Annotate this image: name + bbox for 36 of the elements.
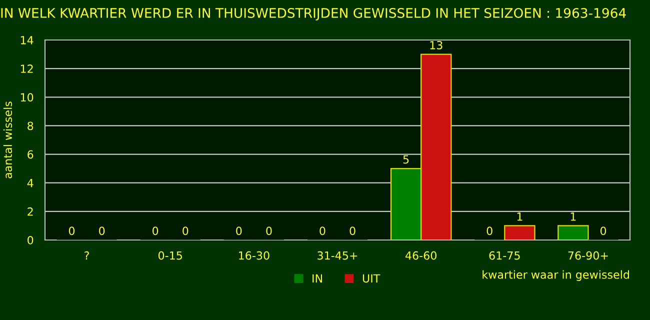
data-label: 0 [350, 226, 356, 236]
data-label: 0 [320, 226, 326, 236]
data-label: 13 [430, 40, 442, 50]
y-tick-label: 8 [28, 122, 34, 130]
x-tick-label: 0-15 [158, 251, 182, 260]
chart-title: IN WELK KWARTIER WERD ER IN THUISWEDSTRIJDEN GEWISSELD IN HET SEIZOEN : 1963-1964 [1, 8, 626, 20]
x-tick-label: 46-60 [405, 251, 436, 260]
x-tick-label: ? [84, 251, 89, 260]
data-label: 0 [600, 226, 606, 236]
x-tick-label: 16-30 [239, 251, 270, 260]
data-label: 1 [517, 212, 522, 221]
data-label: 0 [99, 226, 105, 236]
data-label: 0 [68, 226, 75, 236]
data-label: 0 [152, 226, 158, 236]
y-axis-title: aantal wissels [3, 102, 12, 178]
bar [504, 225, 536, 240]
data-label: 0 [266, 226, 272, 236]
bar [558, 225, 589, 240]
y-tick-label: 14 [20, 36, 34, 44]
y-tick-label: 4 [27, 178, 34, 188]
y-tick-label: 10 [20, 93, 34, 102]
x-axis-title: kwartier waar in gewisseld [482, 270, 629, 281]
y-tick-label: 12 [20, 64, 33, 73]
y-tick-label: 0 [28, 236, 34, 244]
y-tick-label: 2 [28, 207, 33, 216]
data-label: 1 [570, 212, 576, 221]
data-label: 0 [236, 226, 242, 236]
data-label: 5 [403, 155, 409, 164]
data-label: 0 [486, 226, 492, 236]
data-label: 0 [182, 226, 188, 236]
legend-label: UIT [362, 274, 380, 283]
x-tick-label: 76-90+ [568, 251, 608, 260]
y-tick-label: 6 [28, 150, 34, 159]
x-tick-label: 61-75 [489, 251, 520, 260]
legend-label: IN [312, 274, 322, 282]
x-tick-label: 31-45+ [318, 251, 358, 260]
